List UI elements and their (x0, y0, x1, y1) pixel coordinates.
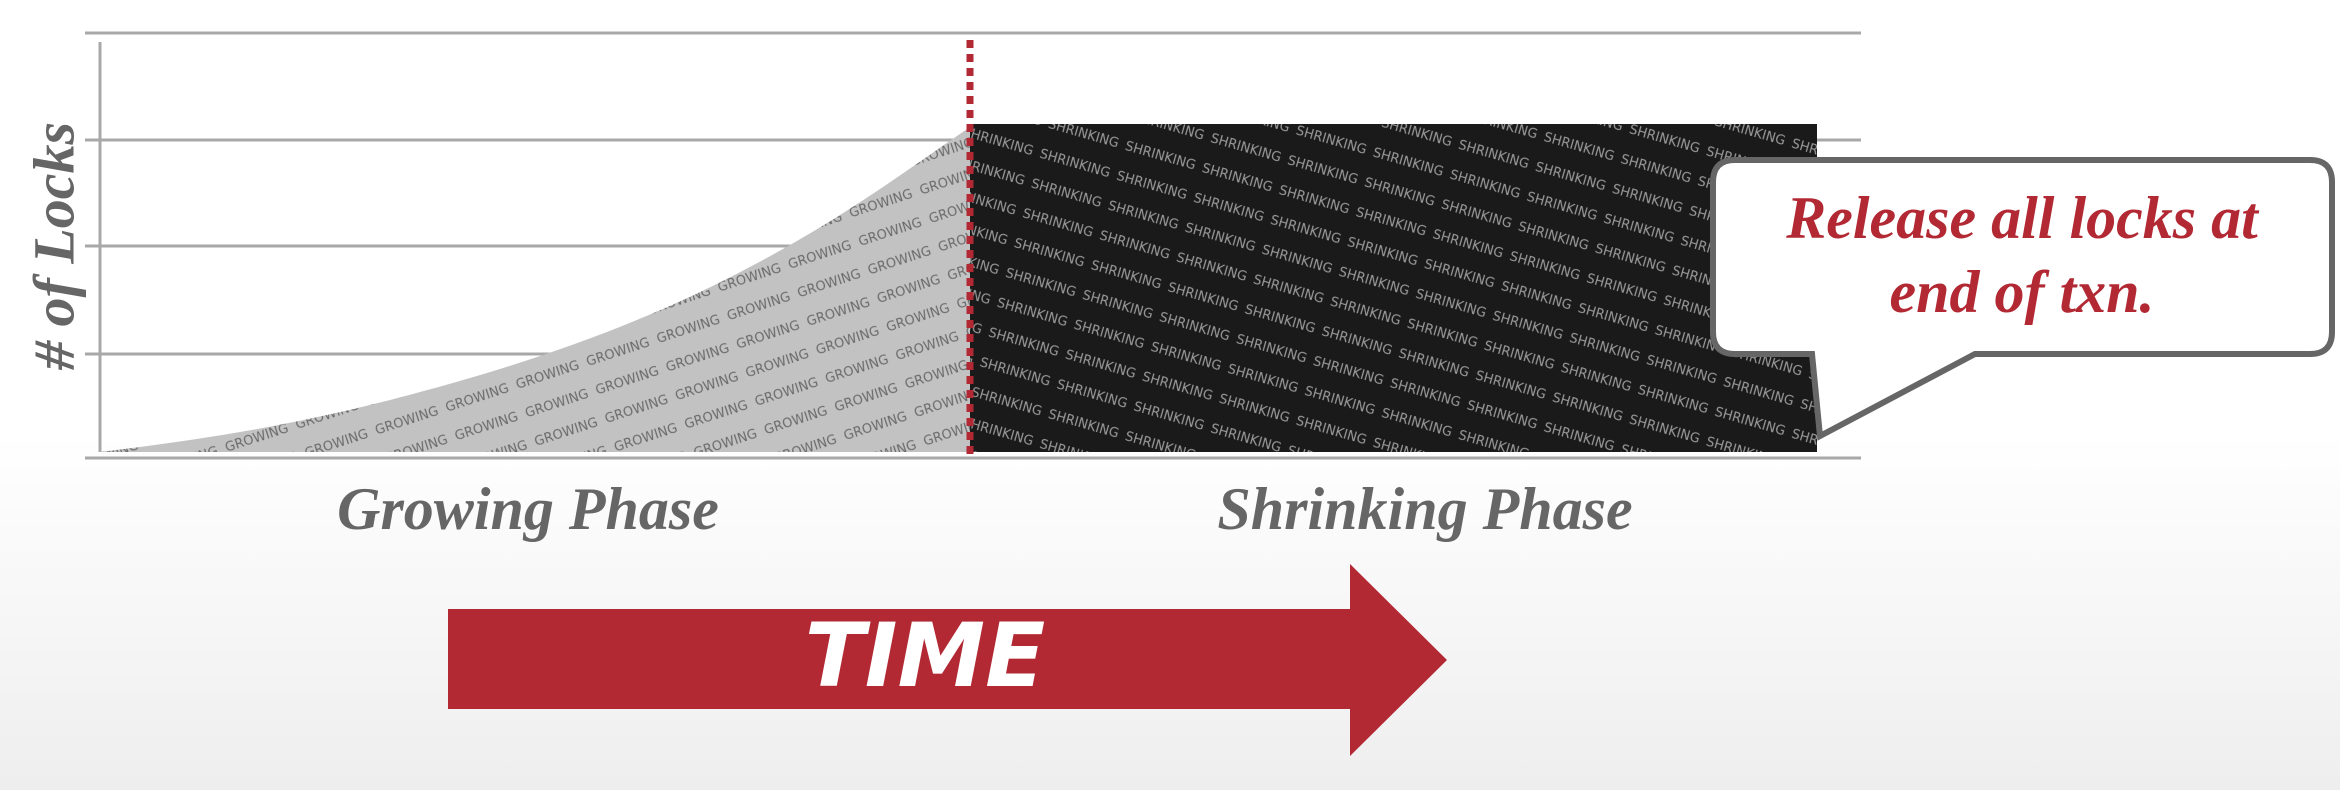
time-label: TIME (805, 604, 1045, 707)
growing-area (100, 127, 970, 452)
phase-label: Shrinking Phase (1217, 476, 1632, 542)
shrinking-area (970, 124, 1817, 452)
callout-text: Release all locks at (1785, 185, 2260, 251)
callout-text: end of txn. (1889, 259, 2154, 325)
time-arrow (448, 564, 1447, 756)
callout-bubble (1710, 157, 2335, 441)
phase-label: Growing Phase (337, 476, 719, 542)
y-axis-label: # of Locks (21, 122, 86, 371)
